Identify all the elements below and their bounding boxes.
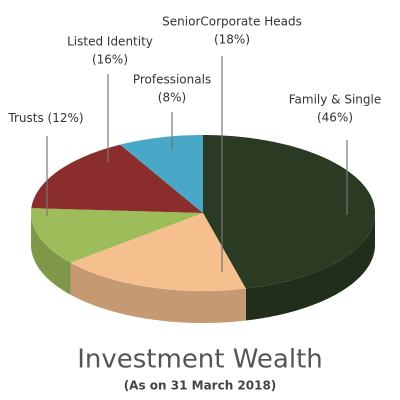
chart-title: Investment Wealth	[77, 345, 323, 375]
pie-tops	[31, 135, 375, 291]
value-label: (18%)	[214, 33, 250, 47]
category-label: Listed Identity	[67, 35, 153, 49]
slice-label: Trusts (12%)	[7, 111, 83, 125]
slice	[70, 213, 246, 291]
pie-sides	[31, 213, 375, 323]
slice	[31, 208, 203, 263]
category-label: SeniorCorporate Heads	[162, 15, 302, 29]
slice-side	[31, 213, 71, 295]
slice-side	[245, 213, 375, 321]
slice	[203, 135, 375, 289]
value-label: (46%)	[317, 111, 353, 125]
slice	[120, 135, 203, 213]
value-label: (16%)	[92, 53, 128, 67]
chart-subtitle: (As on 31 March 2018)	[124, 379, 277, 393]
category-label: Trusts	[7, 111, 43, 125]
slice	[31, 144, 204, 213]
category-label: Family & Single	[289, 93, 382, 107]
slice-side	[70, 262, 246, 323]
value-label: (8%)	[158, 91, 186, 105]
category-label: Professionals	[133, 73, 211, 87]
value-label: (12%)	[48, 111, 84, 125]
